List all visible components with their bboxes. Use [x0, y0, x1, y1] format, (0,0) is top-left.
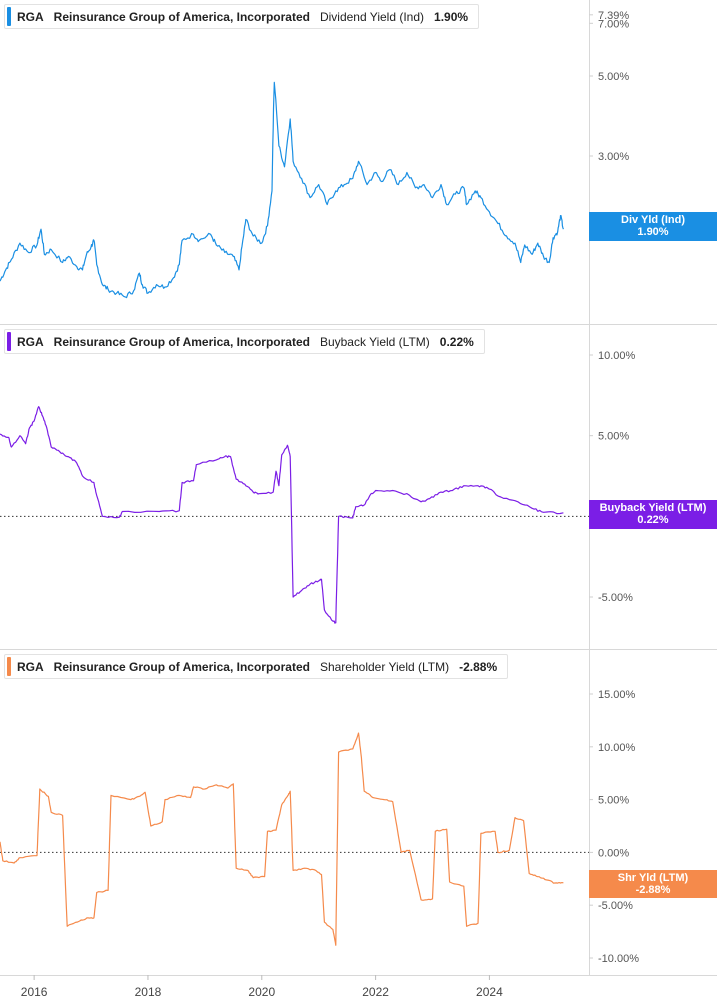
y-tick-label: -5.00%	[598, 592, 633, 604]
series-line	[0, 81, 564, 299]
legend-metric: Buyback Yield (LTM)	[319, 334, 430, 349]
y-tick-label: 7.00%	[598, 18, 629, 30]
legend-ticker: RGA	[17, 9, 44, 24]
x-tick-label: 2016	[21, 985, 48, 999]
x-tick-label: 2020	[248, 985, 275, 999]
y-tick-label: 5.00%	[598, 431, 629, 443]
legend-dividend-yield: RGA Reinsurance Group of America, Incorp…	[4, 4, 480, 29]
y-tick-label: 10.00%	[598, 742, 636, 754]
legend-value: 1.90%	[434, 9, 469, 24]
series-line	[0, 406, 564, 624]
series-color-swatch	[7, 7, 11, 26]
value-tag-label: Shr Yld (LTM)	[617, 872, 689, 884]
legend-shareholder-yield: RGA Reinsurance Group of America, Incorp…	[4, 654, 509, 679]
y-tick-label: 7.39%	[598, 10, 629, 22]
legend-company: Reinsurance Group of America, Incorporat…	[53, 334, 310, 349]
value-tag-value: 1.90%	[637, 226, 669, 238]
legend-value: 0.22%	[439, 334, 474, 349]
legend-company: Reinsurance Group of America, Incorporat…	[53, 9, 310, 24]
legend-value: -2.88%	[459, 659, 498, 674]
x-tick-label: 2018	[135, 985, 162, 999]
value-tag-buyback-yield: Buyback Yield (LTM) 0.22%	[589, 500, 717, 529]
value-tag-label: Buyback Yield (LTM)	[599, 502, 707, 514]
x-tick-label: 2022	[362, 985, 389, 999]
y-tick-label: 10.00%	[598, 350, 636, 362]
y-tick-label: 15.00%	[598, 689, 636, 701]
y-tick-label: 5.00%	[598, 795, 629, 807]
y-tick-label: 0.00%	[598, 847, 629, 859]
series-color-swatch	[7, 657, 11, 676]
y-tick-label: -5.00%	[598, 900, 633, 912]
y-tick-label: -10.00%	[598, 953, 639, 965]
series-color-swatch	[7, 332, 11, 351]
series-line	[0, 732, 564, 946]
value-tag-label: Div Yld (Ind)	[621, 214, 685, 226]
y-tick-label: 5.00%	[598, 71, 629, 83]
legend-ticker: RGA	[17, 334, 44, 349]
y-tick-label: 3.00%	[598, 151, 629, 163]
value-tag-shareholder-yield: Shr Yld (LTM) -2.88%	[589, 870, 717, 898]
legend-company: Reinsurance Group of America, Incorporat…	[53, 659, 310, 674]
legend-ticker: RGA	[17, 659, 44, 674]
legend-metric: Dividend Yield (Ind)	[319, 9, 425, 24]
legend-metric: Shareholder Yield (LTM)	[319, 659, 450, 674]
value-tag-value: 0.22%	[637, 514, 669, 526]
value-tag-dividend-yield: Div Yld (Ind) 1.90%	[589, 212, 717, 241]
x-tick-label: 2024	[476, 985, 503, 999]
legend-buyback-yield: RGA Reinsurance Group of America, Incorp…	[4, 329, 485, 354]
value-tag-value: -2.88%	[635, 884, 671, 896]
